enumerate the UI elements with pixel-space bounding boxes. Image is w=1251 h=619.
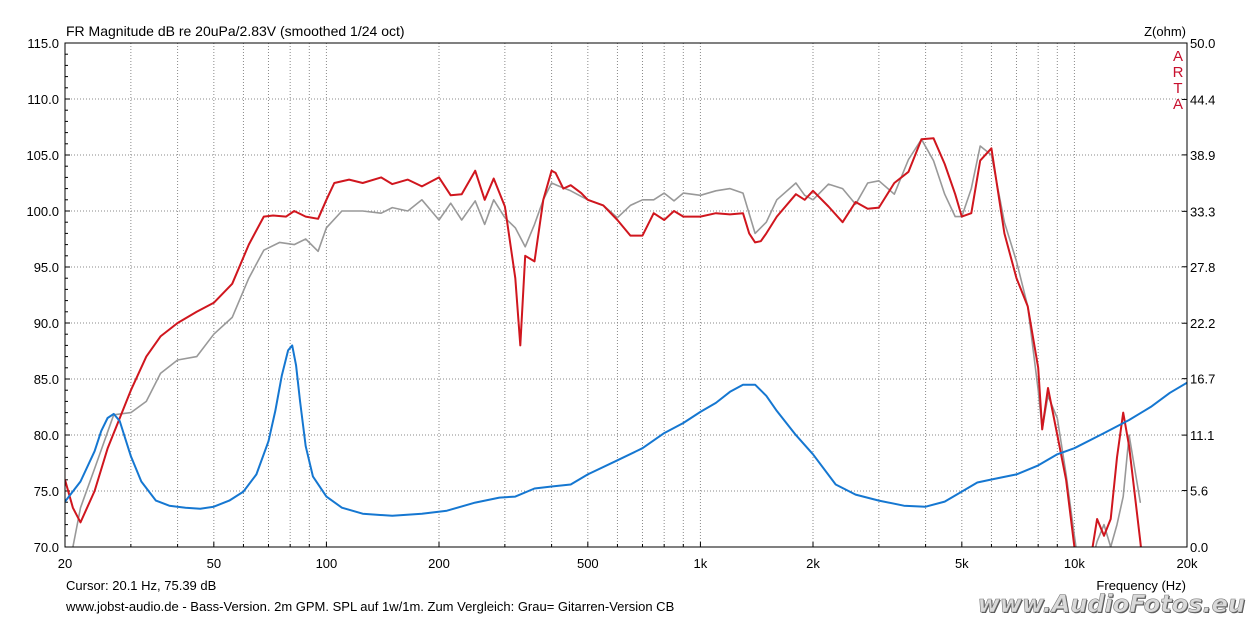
watermark-text: www.AudioFotos.eu [978, 590, 1245, 618]
logo-letter-a1: A [1173, 48, 1183, 65]
watermark: www.AudioFotos.eu www.AudioFotos.eu [977, 590, 1246, 619]
y-tick-label: 85.0 [34, 372, 59, 387]
y-tick-label: 100.0 [26, 204, 59, 219]
y2-tick-label: 5.6 [1190, 484, 1208, 499]
watermark-shadow: www.AudioFotos.eu [979, 591, 1246, 619]
x-tick-label: 100 [316, 556, 338, 571]
y2-tick-label: 22.2 [1190, 316, 1215, 331]
tick-marks [64, 42, 1188, 548]
x-tick-label: 1k [694, 556, 708, 571]
x-tick-label: 200 [428, 556, 450, 571]
y2-tick-label: 33.3 [1190, 204, 1215, 219]
right-axis-label: Z(ohm) [1144, 24, 1186, 39]
x-tick-label: 2k [806, 556, 820, 571]
logo-letter-t: T [1173, 80, 1182, 97]
y-tick-label: 110.0 [27, 92, 59, 107]
chart-title: FR Magnitude dB re 20uPa/2.83V (smoothed… [66, 23, 405, 39]
logo-letter-r: R [1173, 64, 1184, 81]
x-tick-label: 5k [955, 556, 969, 571]
series-layer [65, 137, 1187, 547]
impedance-curve [65, 344, 1187, 517]
y-tick-label: 75.0 [34, 484, 59, 499]
grey-response-curve [71, 138, 1142, 547]
y2-tick-label: 44.4 [1190, 92, 1215, 107]
y2-tick-label: 50.0 [1190, 36, 1215, 51]
y-tick-label: 105.0 [26, 148, 59, 163]
y-tick-label: 70.0 [34, 540, 59, 555]
x-tick-label: 50 [207, 556, 221, 571]
cursor-readout: Cursor: 20.1 Hz, 75.39 dB [66, 578, 216, 593]
y2-tick-label: 27.8 [1190, 260, 1215, 275]
y2-tick-label: 11.1 [1190, 428, 1214, 443]
y-tick-label: 115.0 [27, 36, 59, 51]
y-tick-label: 95.0 [34, 260, 59, 275]
y2-tick-label: 0.0 [1190, 540, 1208, 555]
footer-note: www.jobst-audio.de - Bass-Version. 2m GP… [65, 599, 674, 614]
y2-tick-label: 38.9 [1190, 148, 1215, 163]
plot-frame [64, 42, 1188, 548]
x-tick-label: 20 [58, 556, 72, 571]
x-tick-label: 500 [577, 556, 599, 571]
logo-letter-a2: A [1173, 96, 1183, 113]
arta-logo: A R T A [1173, 48, 1184, 113]
x-tick-label: 20k [1177, 556, 1198, 571]
y-tick-label: 90.0 [34, 316, 59, 331]
y-tick-label: 80.0 [34, 428, 59, 443]
tick-labels: 20 50 100 200 500 1k 2k 5k 10k 20k 115.0 110.0 105.0… [26, 36, 1215, 571]
x-tick-label: 10k [1064, 556, 1085, 571]
y2-tick-label: 16.7 [1190, 372, 1215, 387]
red-response-curve [65, 137, 1142, 547]
x-axis-label: Frequency (Hz) [1096, 578, 1186, 593]
grid [65, 43, 1187, 547]
